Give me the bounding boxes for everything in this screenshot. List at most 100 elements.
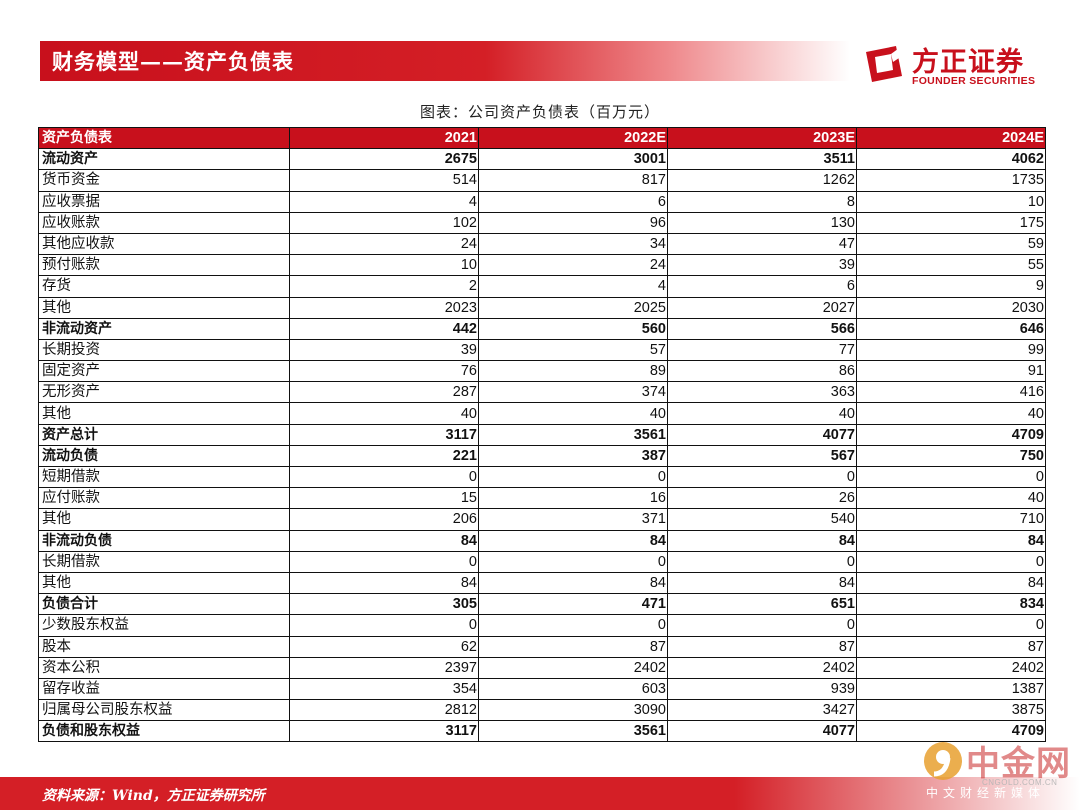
value-cell: 3427	[667, 699, 857, 722]
value-cell: 10	[289, 254, 479, 277]
value-cell: 4709	[856, 720, 1046, 743]
value-cell: 175	[856, 211, 1046, 234]
table-row: 归属母公司股东权益 2812 3090 3427 3875	[38, 699, 1046, 722]
value-cell: 0	[856, 465, 1046, 489]
value-cell: 62	[289, 635, 479, 658]
watermark-logo-icon	[924, 742, 962, 780]
table-row: 存货 2 4 6 9	[38, 275, 1046, 298]
value-cell: 4077	[667, 423, 857, 446]
value-cell: 84	[667, 529, 857, 552]
value-cell: 2402	[478, 656, 668, 679]
table-row: 应付账款 15 16 26 40	[38, 487, 1046, 510]
row-label: 其他	[38, 508, 290, 531]
value-cell: 24	[289, 232, 479, 256]
row-label: 流动负债	[38, 444, 290, 468]
value-cell: 2402	[667, 656, 857, 679]
value-cell: 0	[667, 465, 857, 489]
page-title: 财务模型——资产负债表	[52, 49, 294, 74]
value-cell: 221	[289, 444, 479, 468]
value-cell: 939	[667, 677, 857, 701]
value-cell: 3001	[478, 148, 668, 171]
value-cell: 39	[667, 254, 857, 277]
table-row: 非流动负债 84 84 84 84	[38, 529, 1046, 552]
value-cell: 2402	[856, 656, 1046, 679]
value-cell: 77	[667, 338, 857, 362]
column-header: 2024E	[856, 126, 1046, 150]
value-cell: 305	[289, 593, 479, 616]
value-cell: 0	[856, 550, 1046, 573]
row-label: 非流动资产	[38, 317, 290, 340]
row-label: 长期投资	[38, 338, 290, 362]
table-row: 负债和股东权益 3117 3561 4077 4709	[38, 720, 1046, 743]
table-row: 无形资产 287 374 363 416	[38, 381, 1046, 404]
value-cell: 0	[478, 465, 668, 489]
value-cell: 0	[478, 550, 668, 573]
value-cell: 287	[289, 381, 479, 404]
value-cell: 560	[478, 317, 668, 340]
row-label: 预付账款	[38, 254, 290, 277]
row-label: 无形资产	[38, 381, 290, 404]
value-cell: 26	[667, 487, 857, 510]
table-row: 固定资产 76 89 86 91	[38, 360, 1046, 383]
value-cell: 16	[478, 487, 668, 510]
value-cell: 87	[478, 635, 668, 658]
value-cell: 96	[478, 211, 668, 234]
table-row: 资本公积 2397 2402 2402 2402	[38, 656, 1046, 679]
value-cell: 9	[856, 275, 1046, 298]
row-label: 存货	[38, 275, 290, 298]
value-cell: 1262	[667, 169, 857, 192]
table-row: 其他 40 40 40 40	[38, 402, 1046, 425]
row-label: 应付账款	[38, 487, 290, 510]
table-body: 流动资产 2675 3001 3511 4062 货币资金 514 817 1262 1735 应收…	[38, 148, 1046, 743]
value-cell: 6	[478, 190, 668, 213]
value-cell: 34	[478, 232, 668, 256]
value-cell: 10	[856, 190, 1046, 213]
value-cell: 4709	[856, 423, 1046, 446]
value-cell: 6	[667, 275, 857, 298]
value-cell: 0	[289, 550, 479, 573]
value-cell: 2397	[289, 656, 479, 679]
value-cell: 651	[667, 593, 857, 616]
watermark: 中金网 CNGOLD.COM.CN 中文财经新媒体	[922, 738, 1072, 806]
value-cell: 817	[478, 169, 668, 192]
row-label: 其他应收款	[38, 232, 290, 256]
value-cell: 387	[478, 444, 668, 468]
value-cell: 40	[478, 402, 668, 425]
value-cell: 442	[289, 317, 479, 340]
column-header: 2021	[289, 126, 479, 150]
value-cell: 84	[856, 571, 1046, 595]
value-cell: 40	[856, 402, 1046, 425]
row-label: 固定资产	[38, 360, 290, 383]
value-cell: 0	[667, 550, 857, 573]
value-cell: 4077	[667, 720, 857, 743]
table-row: 流动负债 221 387 567 750	[38, 444, 1046, 468]
row-label: 资产总计	[38, 423, 290, 446]
value-cell: 84	[856, 529, 1046, 552]
value-cell: 2812	[289, 699, 479, 722]
balance-sheet-table: 资产负债表 2021 2022E 2023E 2024E 流动资产 2675 300…	[38, 126, 1046, 743]
watermark-name: 中金网	[966, 744, 1071, 784]
value-cell: 24	[478, 254, 668, 277]
value-cell: 76	[289, 360, 479, 383]
value-cell: 8	[667, 190, 857, 213]
column-header: 资产负债表	[38, 126, 290, 150]
table-row: 货币资金 514 817 1262 1735	[38, 169, 1046, 192]
value-cell: 57	[478, 338, 668, 362]
value-cell: 3561	[478, 720, 668, 743]
value-cell: 89	[478, 360, 668, 383]
table-row: 其他 2023 2025 2027 2030	[38, 296, 1046, 319]
value-cell: 363	[667, 381, 857, 404]
watermark-url: CNGOLD.COM.CN	[982, 778, 1058, 787]
table-row: 其他 84 84 84 84	[38, 571, 1046, 595]
value-cell: 2025	[478, 296, 668, 319]
value-cell: 3090	[478, 699, 668, 722]
row-label: 负债合计	[38, 593, 290, 616]
value-cell: 0	[478, 614, 668, 637]
row-label: 非流动负债	[38, 529, 290, 552]
value-cell: 15	[289, 487, 479, 510]
table-row: 短期借款 0 0 0 0	[38, 465, 1046, 489]
footer-bar	[0, 777, 1080, 810]
table-row: 资产总计 3117 3561 4077 4709	[38, 423, 1046, 446]
row-label: 留存收益	[38, 677, 290, 701]
value-cell: 4062	[856, 148, 1046, 171]
